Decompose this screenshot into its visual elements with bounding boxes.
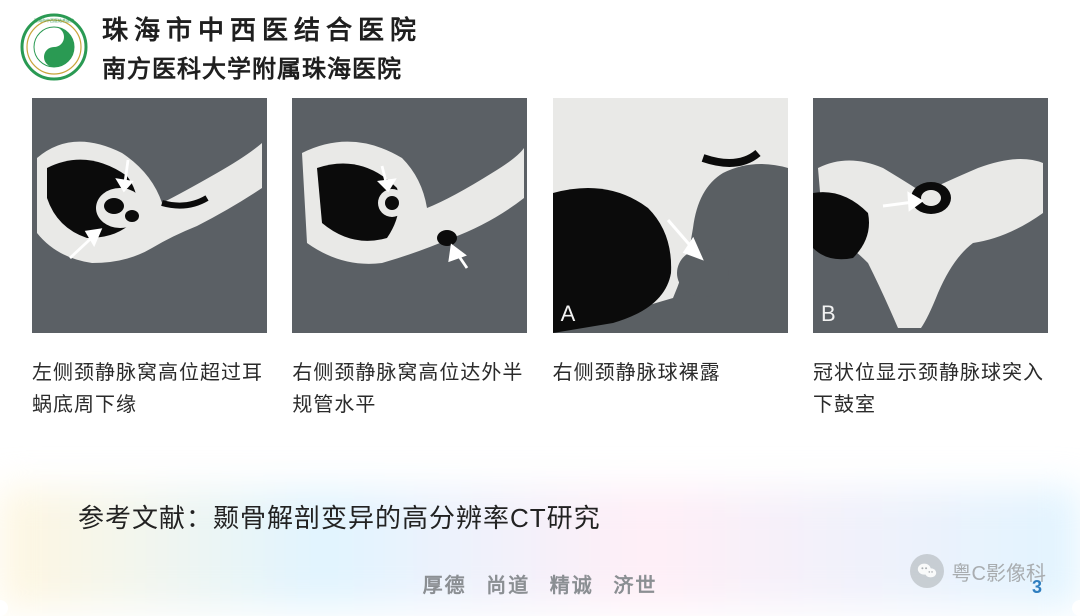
wechat-icon — [910, 554, 944, 588]
ct-image-3: A — [553, 98, 788, 333]
ct-image-1 — [32, 98, 267, 333]
wechat-watermark: 粤C影像科 — [910, 554, 1046, 588]
ct-images-row: 左侧颈静脉窝高位超过耳蜗底周下缘 右侧颈静脉窝高位达外半规管水平 — [32, 98, 1048, 421]
ct-panel-3: A 右侧颈静脉球裸露 — [553, 98, 788, 421]
caption-2: 右侧颈静脉窝高位达外半规管水平 — [292, 357, 527, 421]
motto-3: 精诚 — [550, 575, 594, 597]
hospital-name-line2: 南方医科大学附属珠海医院 — [102, 49, 422, 84]
header: 珠海市中西医结合医院 珠海市中西医结合医院 南方医科大学附属珠海医院 — [20, 10, 422, 84]
title-block: 珠海市中西医结合医院 南方医科大学附属珠海医院 — [102, 10, 422, 84]
ct-panel-4: B 冠状位显示颈静脉球突入下鼓室 — [813, 98, 1048, 421]
ct-image-2 — [292, 98, 527, 333]
motto-1: 厚德 — [423, 575, 467, 597]
rounded-corner — [0, 0, 8, 8]
motto-2: 尚道 — [486, 575, 530, 597]
caption-3: 右侧颈静脉球裸露 — [553, 357, 788, 389]
hospital-name-line1: 珠海市中西医结合医院 — [102, 10, 422, 47]
reference-text: 参考文献：颞骨解剖变异的高分辨率CT研究 — [78, 498, 601, 535]
hospital-logo: 珠海市中西医结合医院 — [20, 13, 88, 81]
rounded-corner — [1072, 0, 1080, 8]
rounded-corner — [1072, 600, 1080, 616]
corner-letter-A: A — [561, 301, 576, 327]
caption-4: 冠状位显示颈静脉球突入下鼓室 — [813, 357, 1048, 421]
ct-image-4: B — [813, 98, 1048, 333]
page-number: 3 — [1032, 577, 1042, 598]
ct-panel-1: 左侧颈静脉窝高位超过耳蜗底周下缘 — [32, 98, 267, 421]
svg-text:珠海市中西医结合医院: 珠海市中西医结合医院 — [34, 17, 74, 23]
ct-panel-2: 右侧颈静脉窝高位达外半规管水平 — [292, 98, 527, 421]
caption-1: 左侧颈静脉窝高位超过耳蜗底周下缘 — [32, 357, 267, 421]
corner-letter-B: B — [821, 301, 836, 327]
motto-4: 济世 — [613, 575, 657, 597]
